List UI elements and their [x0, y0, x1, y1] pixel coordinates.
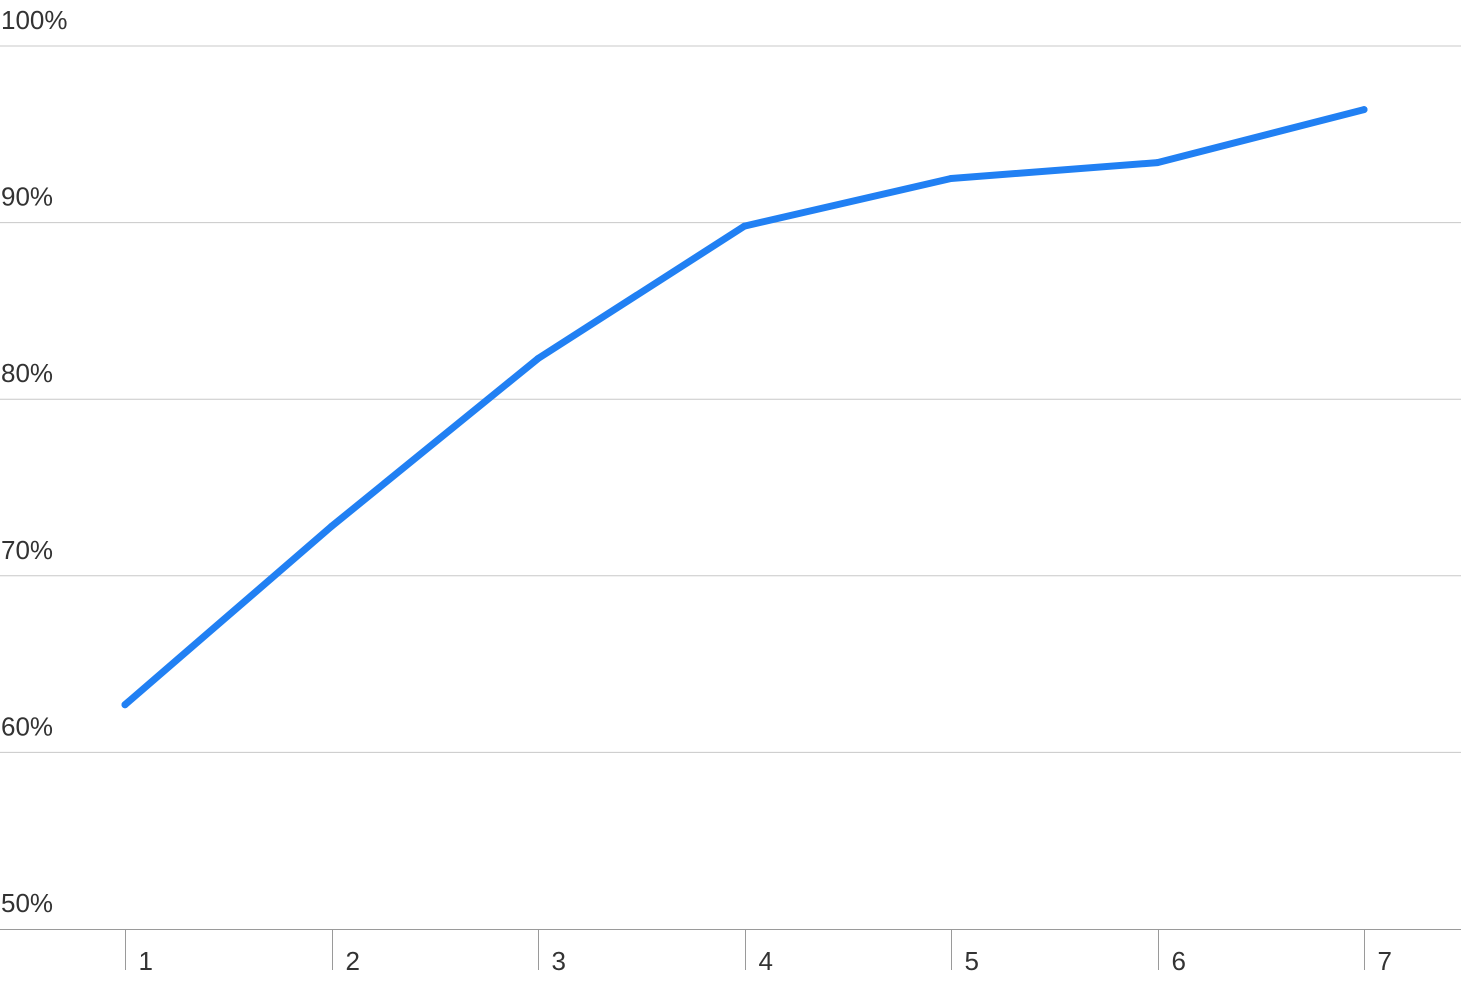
x-tick-label: 6	[1172, 946, 1186, 976]
x-tick-label: 5	[965, 946, 979, 976]
x-axis: 1 2 3 4 5 6 7	[0, 929, 1461, 976]
gridlines	[0, 45, 1461, 753]
y-axis-tick-labels: 100% 90% 80% 70% 60% 50%	[1, 5, 68, 918]
data-point	[328, 522, 335, 530]
x-tick-label: 1	[139, 946, 153, 976]
data-point	[534, 355, 542, 363]
y-tick-label: 70%	[1, 535, 53, 565]
y-tick-label: 60%	[1, 711, 53, 741]
series-layer	[121, 106, 1368, 709]
data-point	[121, 701, 129, 709]
x-tick-label: 2	[346, 946, 360, 976]
y-tick-label: 80%	[1, 358, 53, 388]
y-tick-label: 90%	[1, 182, 53, 212]
data-point	[1154, 159, 1161, 167]
x-tick-label: 3	[552, 946, 566, 976]
data-point	[947, 174, 955, 182]
x-tick-label: 7	[1378, 946, 1392, 976]
series-line-0	[121, 106, 1368, 709]
data-point	[1360, 106, 1368, 114]
y-tick-label: 50%	[1, 888, 53, 918]
y-tick-label: 100%	[1, 5, 68, 35]
x-tick-label: 4	[759, 946, 773, 976]
data-point	[741, 222, 748, 230]
